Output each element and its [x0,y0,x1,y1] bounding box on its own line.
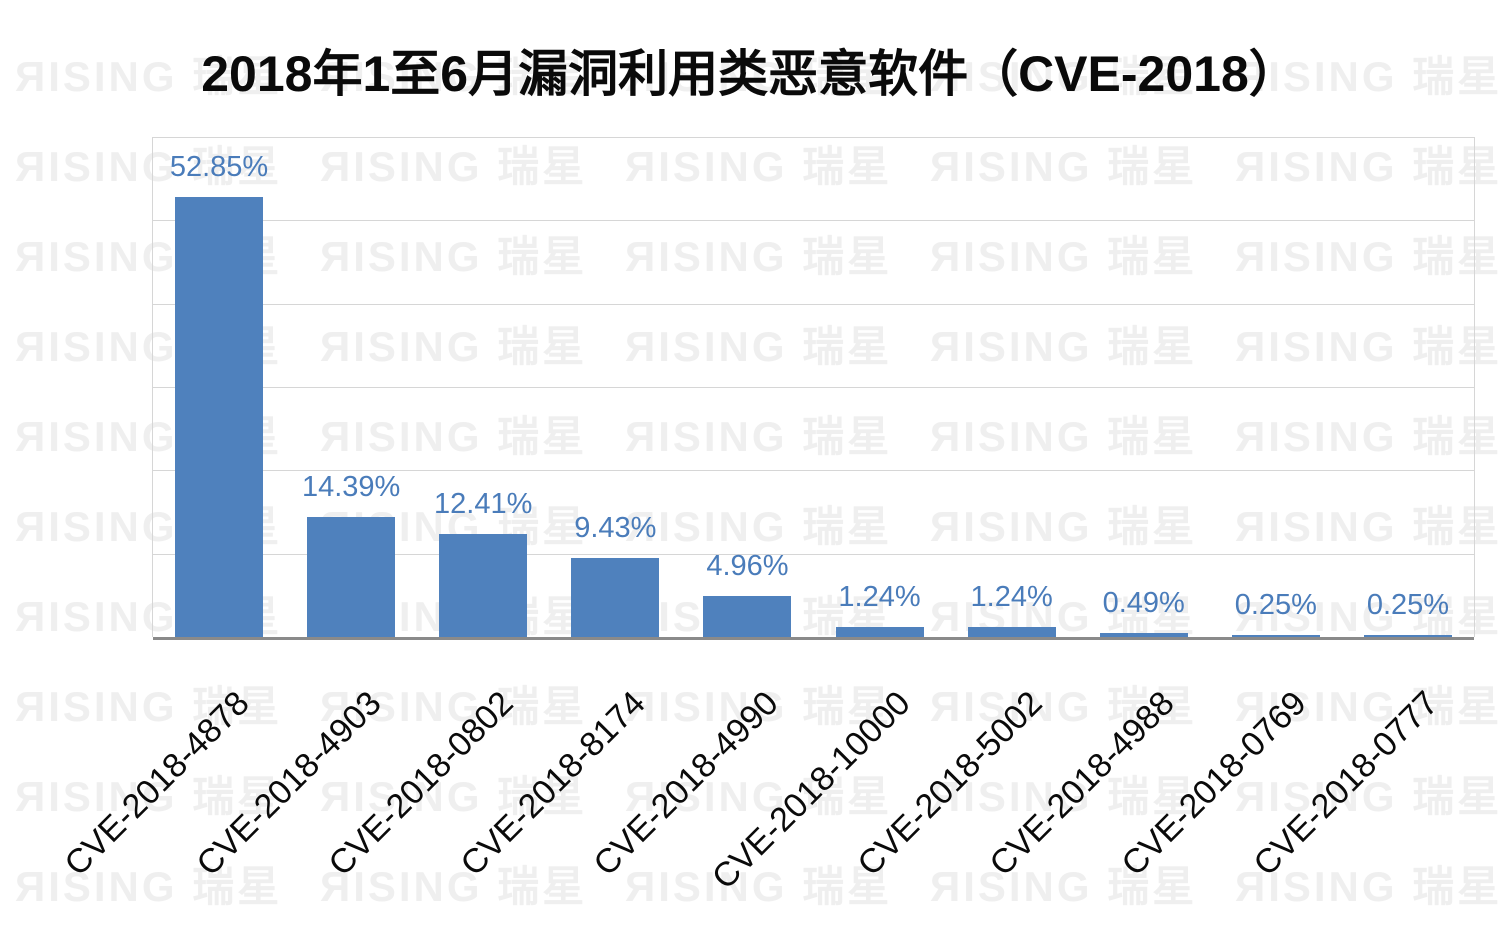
gridline [153,303,1474,305]
watermark-text: ЯISING 瑞星 [1235,593,1500,640]
watermark-text: ЯISING 瑞星 [625,413,893,460]
watermark-text: ЯISING 瑞星 [1235,323,1500,370]
bar-value-label: 1.24% [838,580,921,613]
watermark-text: ЯISING 瑞星 [1235,53,1500,100]
bar-value-label: 0.25% [1234,588,1317,621]
watermark-row: ЯISING 瑞星 ЯISING 瑞星 ЯISING 瑞星 ЯISING 瑞星 ЯISI… [0,673,1500,730]
watermark-text: ЯISING 瑞星 [1235,683,1500,730]
watermark-text: ЯISING 瑞星 [15,53,283,100]
watermark-text: ЯISING 瑞星 [1235,863,1500,910]
watermark-text: ЯISING 瑞星 [625,683,893,730]
chart-title: 2018年1至6月漏洞利用类恶意软件（CVE-2018） [201,46,1299,102]
watermark-text: ЯISING 瑞星 [15,773,283,820]
bar-value-label: 12.41% [434,487,533,520]
plot-area: 52.85% 14.39% 12.41% 9.43% 4.96% 1.24% 1.24% 0.… [152,137,1475,640]
bar-value-label: 9.43% [574,512,657,545]
bar-value-label: 52.85% [169,150,269,183]
watermark-text: ЯISING 瑞星 [930,143,1198,190]
watermark-text: ЯISING 瑞星 [1235,413,1500,460]
watermark-text: ЯISING 瑞星 [320,143,588,190]
watermark-text: ЯISING 瑞星 [625,53,893,100]
watermark-text: ЯISING 瑞星 [930,863,1198,910]
watermark-text: ЯISING 瑞星 [15,683,283,730]
bar-CVE-2018-4878 [175,196,263,637]
watermark-row: ЯISING 瑞星 ЯISING 瑞星 ЯISING 瑞星 ЯISING 瑞星 ЯISI… [0,43,1500,100]
bar-value-label: 0.49% [1102,586,1185,619]
watermark-text: ЯISING 瑞星 [930,503,1198,550]
watermark-text: ЯISING 瑞星 [625,233,893,280]
bar-value-label: 4.96% [706,549,789,582]
watermark-text: ЯISING 瑞星 [320,863,588,910]
watermark-text: ЯISING 瑞星 [625,773,893,820]
bar-CVE-2018-8174 [571,558,660,637]
x-axis-line [153,637,1474,640]
watermark-text: ЯISING 瑞星 [320,53,588,100]
watermark-row: ЯISING 瑞星 ЯISING 瑞星 ЯISING 瑞星 ЯISING 瑞星 ЯISI… [0,853,1500,910]
watermark-text: ЯISING 瑞星 [930,233,1198,280]
watermark-text: ЯISING 瑞星 [320,773,588,820]
watermark-row: ЯISING 瑞星 ЯISING 瑞星 ЯISING 瑞星 ЯISING 瑞星 ЯISI… [0,763,1500,820]
watermark-text: ЯISING 瑞星 [625,863,893,910]
watermark-text: ЯISING 瑞星 [15,143,283,190]
bar-CVE-2018-4903 [307,517,396,637]
gridline [153,553,1474,555]
watermark-text: ЯISING 瑞星 [930,773,1198,820]
bar-CVE-2018-4990 [703,595,792,637]
gridline [153,220,1474,222]
watermark-text: ЯISING 瑞星 [320,233,588,280]
bar-value-label: 0.25% [1366,588,1450,621]
watermark-text: ЯISING 瑞星 [930,323,1198,370]
watermark-text: ЯISING 瑞星 [1235,773,1500,820]
bar-CVE-2018-10000 [835,626,924,637]
watermark-text: ЯISING 瑞星 [15,863,283,910]
watermark-text: ЯISING 瑞星 [625,323,893,370]
watermark-text: ЯISING 瑞星 [625,143,893,190]
watermark-text: ЯISING 瑞星 [1235,143,1500,190]
bar-CVE-2018-5002 [967,626,1056,637]
watermark-text: ЯISING 瑞星 [930,413,1198,460]
watermark-row: ЯISING 瑞星 ЯISING 瑞星 ЯISING 瑞星 ЯISING 瑞星 ЯISI… [0,133,1500,190]
bar-CVE-2018-0802 [439,533,528,637]
bar-value-label: 1.24% [970,580,1053,613]
watermark-text: ЯISING 瑞星 [1235,233,1500,280]
watermark-text: ЯISING 瑞星 [320,323,588,370]
watermark-text: ЯISING 瑞星 [930,683,1198,730]
watermark-text: ЯISING 瑞星 [625,503,893,550]
bar-CVE-2018-4988 [1099,632,1188,637]
bar-CVE-2018-0769 [1231,634,1320,637]
bar-CVE-2018-0777 [1363,634,1452,637]
watermark-text: ЯISING 瑞星 [320,413,588,460]
watermark-text: ЯISING 瑞星 [1235,503,1500,550]
gridline [153,470,1474,472]
gridline [153,137,1474,138]
gridline [153,387,1474,388]
bar-value-label: 14.39% [301,471,401,504]
watermark-text: ЯISING 瑞星 [320,683,588,730]
watermark-text: ЯISING 瑞星 [930,53,1198,100]
